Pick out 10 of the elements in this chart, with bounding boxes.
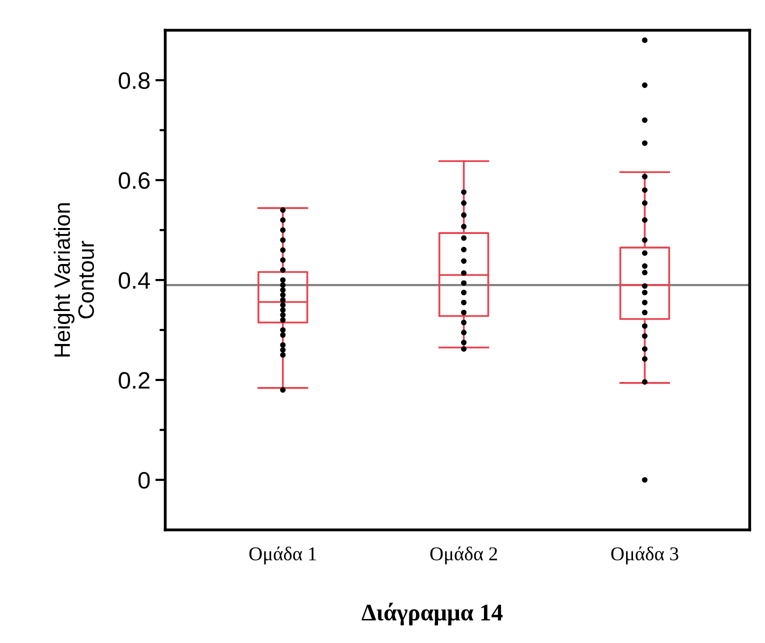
y-axis-title: Height Variation Contour [54, 203, 94, 356]
x-tick-label: Ομάδα 3 [611, 546, 678, 564]
y-tick-label: 0.8 [118, 72, 150, 89]
y-tick-label: 0.4 [118, 272, 150, 289]
y-tick-label: 0.6 [118, 172, 150, 189]
text: Διάγραμμα 14 [362, 602, 503, 626]
x-tick-label: Ομάδα 2 [430, 546, 498, 564]
x-tick-label: Ομάδα 1 [249, 546, 316, 564]
y-tick-label: 0 [138, 472, 150, 489]
y-tick-label: 0.2 [118, 372, 150, 389]
